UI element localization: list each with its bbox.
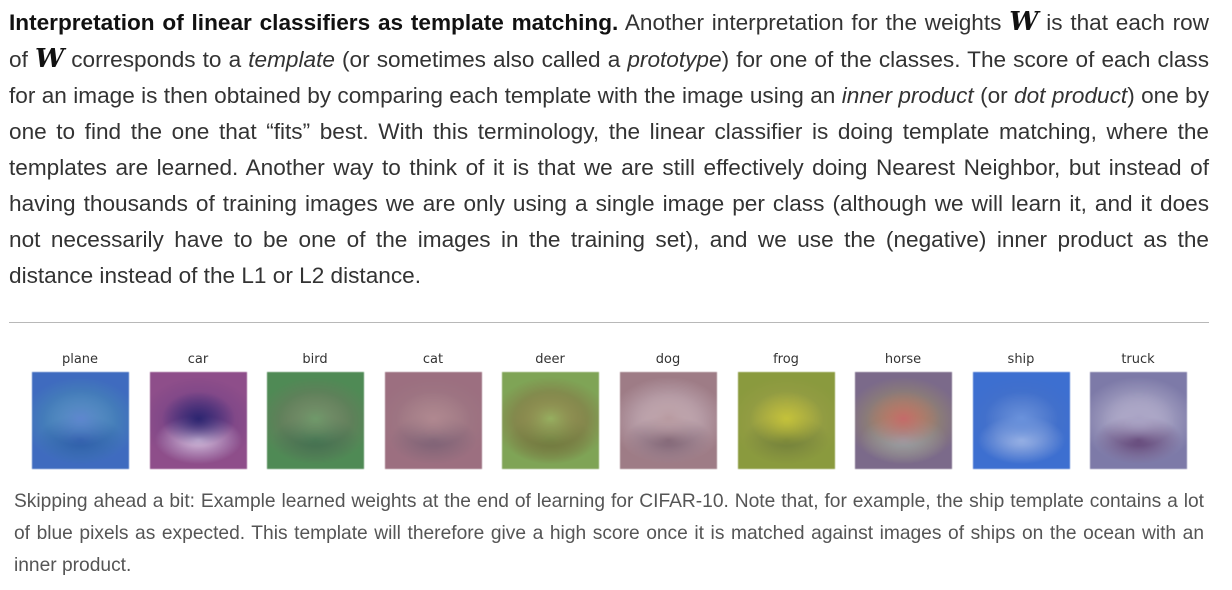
template-plane: plane [30, 352, 130, 472]
template-label: plane [61, 352, 99, 367]
emphasis-inner-product: inner product [841, 83, 974, 108]
template-label: deer [535, 352, 565, 367]
template-label: bird [302, 352, 328, 367]
template-image [267, 372, 364, 469]
body-paragraph: Interpretation of linear classifiers as … [9, 4, 1209, 294]
template-label: ship [1007, 352, 1035, 367]
paragraph-text: ) for one of the classes. The score of e… [9, 47, 1210, 108]
template-label: dog [655, 352, 681, 367]
emphasis-dot-product: dot product [1014, 83, 1128, 108]
paragraph-text: is that each row of [9, 10, 1209, 72]
template-horse: horse [853, 352, 953, 472]
template-car: car [148, 352, 248, 472]
template-dog: dog [618, 352, 718, 472]
figure-caption: Skipping ahead a bit: Example learned we… [14, 491, 1204, 576]
template-label: frog [773, 352, 799, 367]
template-label: cat [422, 352, 444, 367]
template-image [620, 372, 717, 469]
template-image [385, 372, 482, 469]
paragraph-text: ) one by one to find the one that “fits”… [9, 83, 1209, 288]
template-frog: frog [736, 352, 836, 472]
math-variable-w: W [1009, 7, 1039, 37]
template-figure: plane car bird cat deer dog frog horse ship truck [30, 352, 1210, 472]
template-ship: ship [971, 352, 1071, 472]
template-bird: bird [265, 352, 365, 472]
template-image [973, 372, 1070, 469]
math-variable-w: W [34, 44, 65, 74]
template-cat: cat [383, 352, 483, 472]
template-image [1090, 372, 1187, 469]
template-image [855, 372, 952, 469]
template-truck: truck [1088, 352, 1188, 472]
paragraph-text: Another interpretation for the weights [618, 10, 1010, 35]
section-divider [9, 322, 1209, 323]
emphasis-template: template [248, 47, 335, 72]
paragraph-heading: Interpretation of linear classifiers as … [9, 10, 619, 35]
paragraph-text: (or [973, 83, 1015, 108]
template-deer: deer [500, 352, 600, 472]
emphasis-prototype: prototype [627, 47, 722, 72]
paragraph-text: (or sometimes also called a [334, 47, 628, 72]
template-image [32, 372, 129, 469]
template-image [738, 372, 835, 469]
template-label: truck [1121, 352, 1155, 367]
template-image [150, 372, 247, 469]
template-label: car [187, 352, 209, 367]
template-label: horse [884, 352, 922, 367]
paragraph-text: corresponds to a [64, 47, 249, 72]
template-image [502, 372, 599, 469]
